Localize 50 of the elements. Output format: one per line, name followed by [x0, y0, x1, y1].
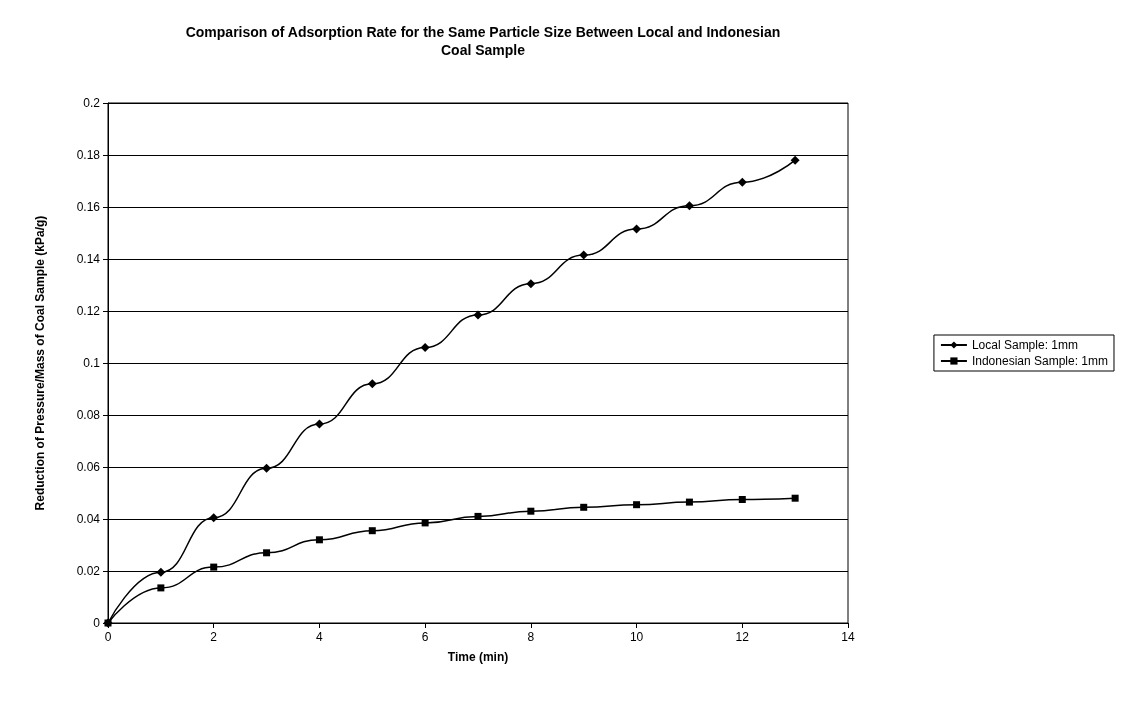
point — [633, 501, 641, 509]
point — [368, 527, 376, 535]
y-tick-label: 0.02 — [76, 564, 101, 578]
chart-title: Comparison of Adsorption Rate for the Same Particle Size Between Local and Indonesian Coal Sample — [185, 24, 781, 58]
point — [737, 177, 747, 187]
point — [527, 507, 535, 515]
point — [474, 512, 482, 520]
x-axis-title: Time (min) — [447, 650, 509, 664]
point — [579, 250, 589, 260]
y-tick-label: 0.14 — [76, 252, 101, 266]
x-tick-label: 6 — [421, 630, 429, 644]
x-tick-label: 2 — [210, 630, 218, 644]
point — [314, 419, 324, 429]
point — [790, 155, 800, 165]
point — [684, 201, 694, 211]
x-tick-label: 0 — [104, 630, 112, 644]
x-tick-label: 12 — [735, 630, 750, 644]
y-tick-label: 0.2 — [83, 96, 101, 110]
point — [791, 494, 799, 502]
point — [367, 379, 377, 389]
point — [632, 224, 642, 234]
x-tick-label: 14 — [841, 630, 855, 644]
x-tick-label: 8 — [527, 630, 535, 644]
point — [473, 310, 483, 320]
point — [263, 549, 271, 557]
y-tick-label: 0.06 — [76, 460, 101, 474]
x-tick-label: 4 — [316, 630, 324, 644]
legend-label: Indonesian Sample: 1mm — [971, 354, 1109, 368]
y-tick-label: 0.1 — [83, 356, 101, 370]
point — [156, 567, 166, 577]
y-tick-label: 0 — [93, 616, 101, 630]
point — [157, 584, 165, 592]
point — [421, 519, 429, 527]
point — [420, 342, 430, 352]
point — [315, 536, 323, 544]
y-tick-label: 0.04 — [76, 512, 101, 526]
y-tick-label: 0.18 — [76, 148, 101, 162]
point — [738, 496, 746, 503]
point — [685, 498, 693, 506]
point — [209, 513, 219, 523]
x-tick-label: 10 — [629, 630, 644, 644]
point — [262, 463, 272, 473]
y-tick-label: 0.08 — [76, 408, 101, 422]
point — [210, 563, 218, 571]
point — [526, 279, 536, 289]
y-tick-label: 0.12 — [76, 304, 101, 318]
y-tick-label: 0.16 — [76, 200, 101, 214]
y-axis-title: Reduction of Pressure/Mass of Coal Sample (kPa/g) — [33, 215, 47, 511]
point — [580, 503, 588, 511]
legend-label: Local Sample: 1mm — [971, 338, 1078, 352]
